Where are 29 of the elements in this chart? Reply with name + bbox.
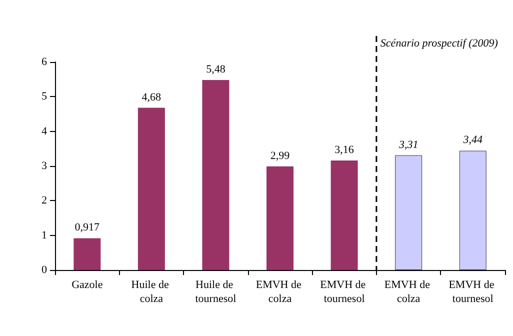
bar [459,150,486,270]
data-label: 5,48 [206,64,226,76]
data-label: 2,99 [270,150,290,162]
y-tick-label: 3 [42,160,48,172]
y-tick-label: 1 [42,229,47,242]
bar [330,160,358,270]
data-label: 3,44 [462,134,483,146]
bar [395,155,422,270]
data-label: 3,31 [398,138,418,151]
bar [266,166,294,270]
data-label: 0,917 [74,222,100,234]
x-tick-label: EMVH de tournesol [320,279,368,305]
bar [202,80,230,270]
data-label: 3,16 [334,144,354,156]
x-tick-label: Huile de tournesol [195,279,236,305]
y-tick-label: 6 [42,56,48,68]
x-tick-label: Gazole [72,279,103,291]
y-tick-label: 0 [42,264,48,276]
x-tick-label: EMVH de colza [384,279,433,305]
x-tick-label: EMVH de colza [256,279,304,305]
y-tick-label: 4 [42,125,48,138]
text: Scénario prospectif (2009) [380,38,498,50]
x-tick-label: Huile de colza [131,279,172,305]
bar [74,238,101,270]
y-tick-label: 5 [42,90,48,103]
data-label: 4,68 [142,91,162,104]
x-tick-label: EMVH de tournesol [448,279,497,305]
y-tick-label: 2 [42,194,47,207]
bar [138,108,165,270]
